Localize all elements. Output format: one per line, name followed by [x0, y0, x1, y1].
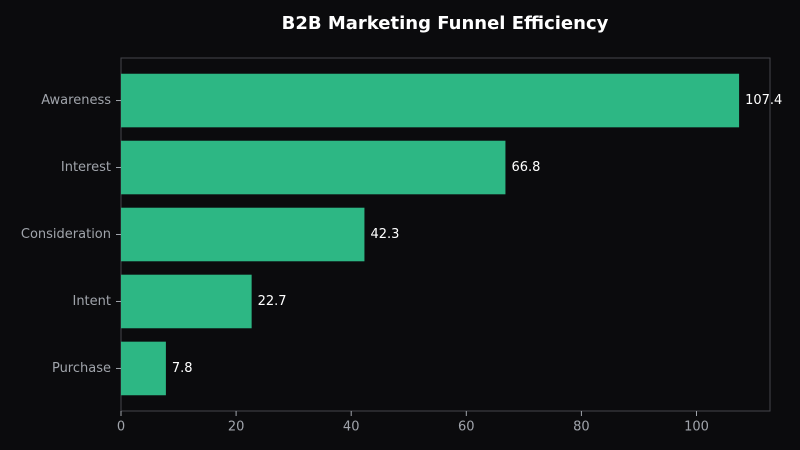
bar [121, 341, 166, 396]
value-label: 7.8 [172, 361, 193, 376]
x-tick-label: 80 [573, 420, 590, 435]
bar [121, 73, 740, 128]
y-tick-label: Intent [72, 294, 111, 309]
value-label: 22.7 [258, 294, 287, 309]
y-tick-label: Purchase [52, 361, 111, 376]
bar [121, 207, 365, 262]
y-tick-label: Consideration [21, 227, 111, 242]
value-label: 107.4 [745, 93, 782, 108]
bar [121, 140, 506, 195]
x-tick-label: 0 [117, 420, 125, 435]
y-tick-label: Awareness [41, 93, 111, 108]
value-label: 66.8 [511, 160, 540, 175]
chart-title: B2B Marketing Funnel Efficiency [282, 13, 609, 34]
bar [121, 274, 252, 329]
x-tick-label: 100 [684, 420, 709, 435]
x-tick-label: 60 [458, 420, 475, 435]
x-tick-label: 40 [343, 420, 360, 435]
x-tick-label: 20 [228, 420, 245, 435]
value-label: 42.3 [370, 227, 399, 242]
y-tick-label: Interest [61, 160, 111, 175]
